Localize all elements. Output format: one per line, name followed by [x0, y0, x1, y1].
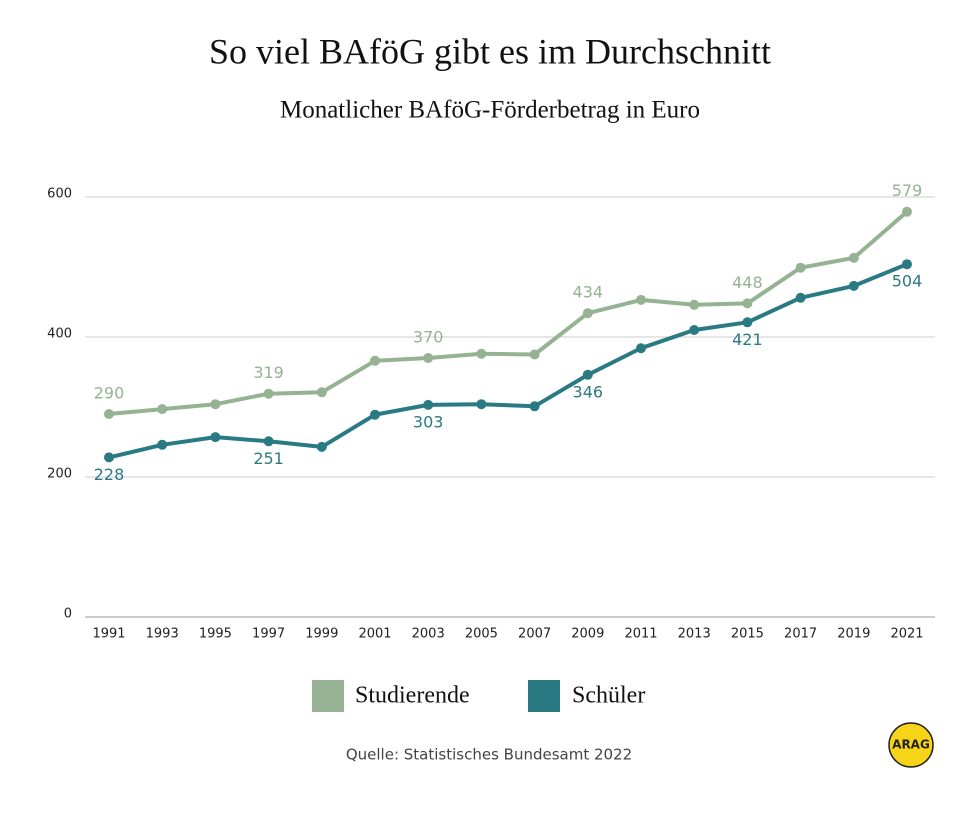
data-point — [529, 349, 540, 360]
chart-title: So viel BAföG gibt es im Durchschnitt — [209, 31, 771, 71]
source-note: Quelle: Statistisches Bundesamt 2022 — [346, 746, 632, 764]
data-point — [582, 369, 593, 380]
data-point — [636, 294, 646, 305]
data-point — [689, 325, 700, 335]
data-point — [157, 404, 168, 415]
data-point — [370, 355, 380, 366]
y-tick-label: 400 — [47, 327, 72, 342]
x-tick-label: 1997 — [252, 627, 285, 642]
x-tick-label: 2013 — [678, 627, 711, 642]
data-label: 251 — [253, 449, 284, 468]
series-line — [108, 210, 909, 416]
data-label: 448 — [732, 273, 763, 292]
legend-label: Studierende — [355, 683, 470, 709]
data-point — [423, 399, 434, 410]
data-label: 579 — [892, 181, 923, 200]
data-point — [104, 452, 114, 463]
data-point — [848, 280, 859, 291]
logo-text: ARAG — [892, 738, 930, 752]
legend-swatch — [528, 680, 560, 712]
x-tick-label: 2003 — [412, 627, 445, 642]
y-tick-label: 0 — [64, 607, 72, 622]
data-point — [316, 387, 327, 398]
data-point — [902, 259, 912, 270]
y-tick-label: 600 — [47, 187, 72, 202]
data-point — [795, 262, 806, 273]
data-point — [263, 388, 274, 399]
data-point — [742, 298, 753, 309]
data-point — [476, 399, 487, 410]
x-tick-label: 2007 — [518, 627, 551, 642]
data-label: 421 — [732, 330, 763, 349]
data-point — [476, 348, 487, 359]
chart-subtitle: Monatlicher BAföG-Förderbetrag in Euro — [280, 97, 700, 124]
data-label: 290 — [94, 384, 125, 403]
data-point — [370, 409, 380, 420]
x-tick-label: 1995 — [199, 627, 232, 642]
data-point — [902, 206, 912, 217]
data-point — [157, 439, 168, 450]
data-point — [529, 401, 540, 412]
data-point — [795, 292, 806, 303]
x-tick-label: 2001 — [358, 627, 391, 642]
x-tick-label: 2011 — [624, 627, 657, 642]
x-tick-label: 2021 — [890, 627, 923, 642]
data-point — [423, 353, 434, 363]
data-point — [742, 317, 753, 328]
data-label: 346 — [573, 382, 604, 401]
x-tick-label: 1993 — [146, 627, 179, 642]
data-point — [582, 308, 593, 319]
data-point — [263, 436, 274, 447]
data-label: 319 — [253, 363, 284, 382]
x-tick-label: 2005 — [465, 627, 498, 642]
y-tick-label: 200 — [47, 467, 72, 482]
x-tick-label: 2017 — [784, 627, 817, 642]
x-tick-label: 2019 — [837, 627, 870, 642]
data-point — [636, 343, 646, 354]
x-tick-label: 2015 — [731, 627, 764, 642]
series-line — [108, 262, 908, 460]
data-label: 504 — [892, 272, 923, 291]
data-point — [104, 409, 114, 419]
legend-swatch — [312, 680, 344, 712]
x-tick-label: 1991 — [92, 627, 125, 642]
data-point — [689, 299, 700, 310]
legend-label: Schüler — [572, 683, 645, 709]
data-label: 370 — [413, 328, 444, 347]
data-point — [210, 432, 221, 443]
data-point — [316, 441, 327, 452]
x-tick-label: 2009 — [571, 627, 604, 642]
x-tick-label: 1999 — [305, 627, 338, 642]
data-point — [210, 399, 221, 410]
logo-badge — [888, 722, 934, 768]
data-label: 228 — [94, 465, 125, 484]
data-label: 434 — [573, 283, 604, 302]
data-label: 303 — [413, 412, 444, 431]
data-point — [848, 252, 859, 263]
